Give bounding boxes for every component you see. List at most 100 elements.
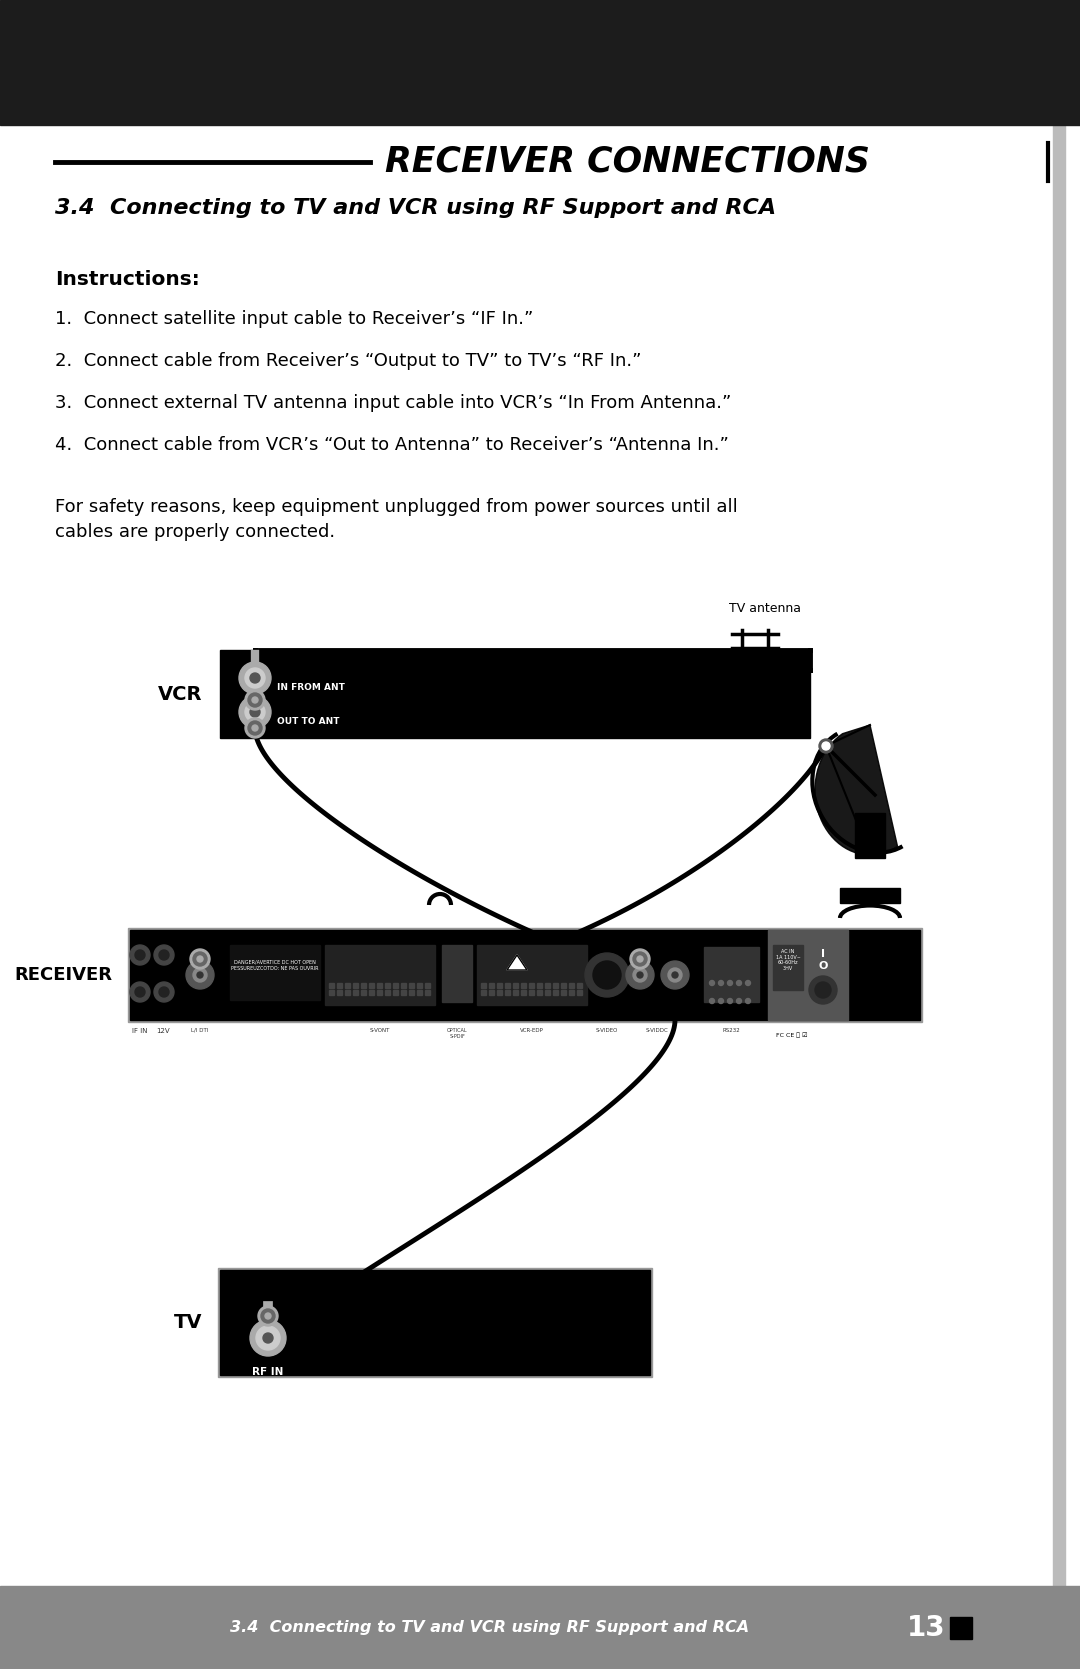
Circle shape [159, 986, 168, 996]
Text: 12V: 12V [157, 1028, 170, 1035]
Circle shape [130, 981, 150, 1001]
Text: I
O: I O [819, 950, 827, 971]
Circle shape [197, 956, 203, 961]
Circle shape [626, 961, 654, 990]
Bar [442, 945, 472, 1001]
Text: TV: TV [174, 1314, 202, 1332]
Bar [704, 946, 759, 1001]
Circle shape [745, 998, 751, 1003]
Circle shape [669, 968, 681, 981]
Bar [220, 649, 810, 738]
Circle shape [245, 718, 265, 738]
Circle shape [710, 998, 715, 1003]
Bar [361, 983, 366, 988]
Circle shape [135, 986, 145, 996]
Bar [369, 990, 374, 995]
Circle shape [193, 968, 207, 981]
Circle shape [249, 708, 260, 718]
Bar [337, 990, 342, 995]
Bar [393, 983, 399, 988]
Text: 3.4  Connecting to TV and VCR using RF Support and RCA: 3.4 Connecting to TV and VCR using RF Su… [55, 199, 777, 219]
Bar [545, 990, 550, 995]
Text: 3.  Connect external TV antenna input cable into VCR’s “In From Antenna.”: 3. Connect external TV antenna input cab… [55, 394, 731, 412]
Bar [505, 983, 510, 988]
Circle shape [585, 953, 629, 996]
Bar [569, 983, 573, 988]
Circle shape [249, 1320, 286, 1355]
Bar [426, 990, 430, 995]
Bar [537, 990, 542, 995]
Text: 2.  Connect cable from Receiver’s “Output to TV” to TV’s “RF In.”: 2. Connect cable from Receiver’s “Output… [55, 352, 642, 371]
Bar [1053, 120, 1065, 1591]
Circle shape [154, 945, 174, 965]
Bar [417, 983, 422, 988]
Text: 3.4  Connecting to TV and VCR using RF Support and RCA: 3.4 Connecting to TV and VCR using RF Su… [230, 1621, 750, 1636]
Text: OPTICAL
S-PDIF: OPTICAL S-PDIF [447, 1028, 468, 1038]
Text: TV antenna: TV antenna [729, 603, 801, 614]
Text: RECEIVER: RECEIVER [14, 966, 112, 985]
Bar [384, 983, 390, 988]
Circle shape [710, 980, 715, 985]
Circle shape [248, 693, 262, 708]
Circle shape [130, 945, 150, 965]
Bar [497, 990, 502, 995]
Bar [384, 990, 390, 995]
Bar [537, 983, 542, 988]
Text: RS232: RS232 [723, 1028, 740, 1033]
Text: FC CE ⓔ ☑: FC CE ⓔ ☑ [777, 1031, 808, 1038]
Bar [950, 1617, 972, 1639]
Text: For safety reasons, keep equipment unplugged from power sources until all
cables: For safety reasons, keep equipment unplu… [55, 497, 738, 541]
Bar [220, 1270, 650, 1375]
Circle shape [193, 951, 207, 966]
Bar [489, 990, 494, 995]
Circle shape [265, 1314, 271, 1319]
Text: S-VONT: S-VONT [369, 1028, 390, 1033]
Text: VCR: VCR [158, 684, 202, 704]
Bar [481, 990, 486, 995]
Circle shape [661, 961, 689, 990]
Bar [353, 990, 357, 995]
Bar [768, 930, 848, 1020]
Bar [513, 983, 518, 988]
Bar [377, 983, 382, 988]
Bar [401, 983, 406, 988]
Bar [218, 1268, 652, 1377]
Bar [353, 983, 357, 988]
Circle shape [633, 968, 647, 981]
Text: IN FROM ANT: IN FROM ANT [276, 683, 345, 693]
Bar [577, 990, 582, 995]
Text: Instructions:: Instructions: [55, 270, 200, 289]
Text: RF IN: RF IN [253, 1367, 284, 1377]
Polygon shape [507, 955, 527, 970]
Bar [569, 990, 573, 995]
Circle shape [245, 689, 265, 709]
Bar [489, 983, 494, 988]
Circle shape [252, 724, 258, 731]
Circle shape [815, 981, 831, 998]
Bar [409, 983, 414, 988]
Bar [521, 983, 526, 988]
Circle shape [809, 976, 837, 1005]
Bar [840, 888, 900, 903]
Bar [426, 983, 430, 988]
Bar [409, 990, 414, 995]
Bar [577, 983, 582, 988]
Circle shape [822, 743, 831, 749]
Circle shape [819, 739, 833, 753]
Text: S-VIDEO: S-VIDEO [596, 1028, 618, 1033]
Bar [0, 0, 1080, 125]
Circle shape [637, 956, 643, 961]
Circle shape [190, 950, 210, 970]
Bar [855, 813, 885, 858]
Bar [369, 983, 374, 988]
Bar [337, 983, 342, 988]
Bar [361, 990, 366, 995]
Bar [393, 990, 399, 995]
Circle shape [248, 721, 262, 734]
Bar [505, 990, 510, 995]
Bar [529, 983, 534, 988]
Text: 1.  Connect satellite input cable to Receiver’s “IF In.”: 1. Connect satellite input cable to Rece… [55, 310, 534, 329]
Bar [0, 1586, 1080, 1669]
Bar [553, 990, 558, 995]
Bar [325, 945, 435, 1005]
